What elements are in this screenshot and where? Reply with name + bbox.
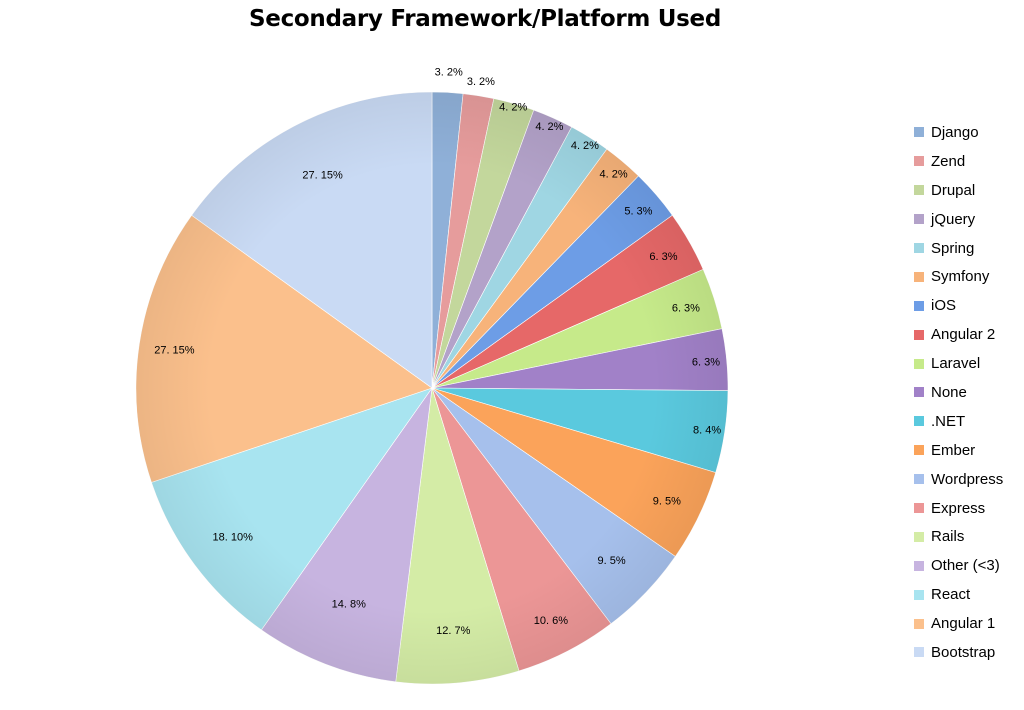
slice-data-label: 6. 3% [672,303,700,315]
legend-label: Wordpress [931,470,1004,488]
legend-item: Laravel [914,349,1024,378]
slice-data-label: 4. 2% [535,121,563,133]
slice-data-label: 6. 3% [692,357,720,369]
legend-item: Angular 1 [914,609,1024,638]
legend-swatch [914,127,924,138]
legend-label: Bootstrap [931,643,996,661]
legend-swatch [914,589,924,600]
legend-item: Spring [914,234,1024,263]
legend-item: Angular 2 [914,320,1024,349]
slice-data-label: 27. 15% [154,344,195,356]
legend-label: Ember [931,441,976,459]
slice-data-label: 9. 5% [598,555,626,567]
pie-slices [135,91,729,685]
legend-label: Other (<3) [931,557,1000,575]
legend-label: Express [931,499,986,517]
legend-swatch [914,647,924,658]
legend-swatch [914,358,924,369]
legend: Django Zend Drupal jQuery Spring Symfony iOS An… [914,118,1024,667]
legend-swatch [914,243,924,253]
legend-label: iOS [931,297,957,315]
legend-swatch [914,503,924,514]
slice-data-label: 27. 15% [302,170,343,182]
chart-title: Secondary Framework/Platform Used [249,6,721,32]
legend-label: Symfony [931,268,990,286]
legend-swatch [914,387,924,398]
legend-swatch [914,185,924,196]
legend-item: Bootstrap [914,638,1024,667]
legend-swatch [914,214,924,225]
legend-item: Symfony [914,262,1024,291]
legend-item: Express [914,494,1024,523]
slice-data-label: 8. 4% [693,424,721,436]
legend-item: Django [914,118,1024,147]
legend-label: Zend [931,152,966,170]
legend-swatch [914,560,924,571]
legend-label: Drupal [931,181,976,199]
slice-data-label: 3. 2% [467,76,495,88]
legend-label: Angular 2 [931,326,996,344]
pie-labels: 3. 2% 3. 2% 4. 2% 4. 2% 4. 2% 4. 2% 5. 3% 6. 3%… [154,67,721,637]
legend-label: Laravel [931,355,981,373]
legend-swatch [914,474,924,485]
slice-data-label: 4. 2% [600,168,628,180]
slice-data-label: 5. 3% [624,205,652,217]
legend-label: Angular 1 [931,615,996,633]
legend-swatch [914,156,924,167]
legend-item: Other (<3) [914,551,1024,580]
legend-item: Wordpress [914,465,1024,494]
slice-data-label: 14. 8% [332,598,366,610]
slice-data-label: 10. 6% [534,615,568,627]
legend-item: .NET [914,407,1024,436]
legend-label: React [931,586,971,604]
slice-data-label: 6. 3% [649,251,677,263]
legend-item: iOS [914,291,1024,320]
legend-label: Django [931,123,979,141]
legend-label: .NET [931,412,966,430]
legend-item: None [914,378,1024,407]
legend-swatch [914,618,924,629]
legend-item: Drupal [914,176,1024,205]
slice-data-label: 4. 2% [499,101,527,113]
legend-label: None [931,383,967,401]
legend-item: Zend [914,147,1024,176]
legend-item: Rails [914,522,1024,551]
slice-data-label: 4. 2% [571,140,599,152]
legend-swatch [914,416,924,427]
slice-data-label: 3. 2% [435,67,463,79]
legend-swatch [914,531,924,542]
legend-swatch [914,329,924,340]
legend-swatch [914,300,924,311]
legend-item: jQuery [914,205,1024,234]
legend-label: jQuery [931,210,976,228]
legend-label: Spring [931,239,975,257]
slice-data-label: 12. 7% [436,625,470,637]
slice-data-label: 18. 10% [213,532,254,544]
legend-item: Ember [914,436,1024,465]
legend-item: React [914,580,1024,609]
legend-swatch [914,271,924,282]
legend-label: Rails [931,528,965,546]
slice-data-label: 9. 5% [653,496,681,508]
legend-swatch [914,445,924,456]
